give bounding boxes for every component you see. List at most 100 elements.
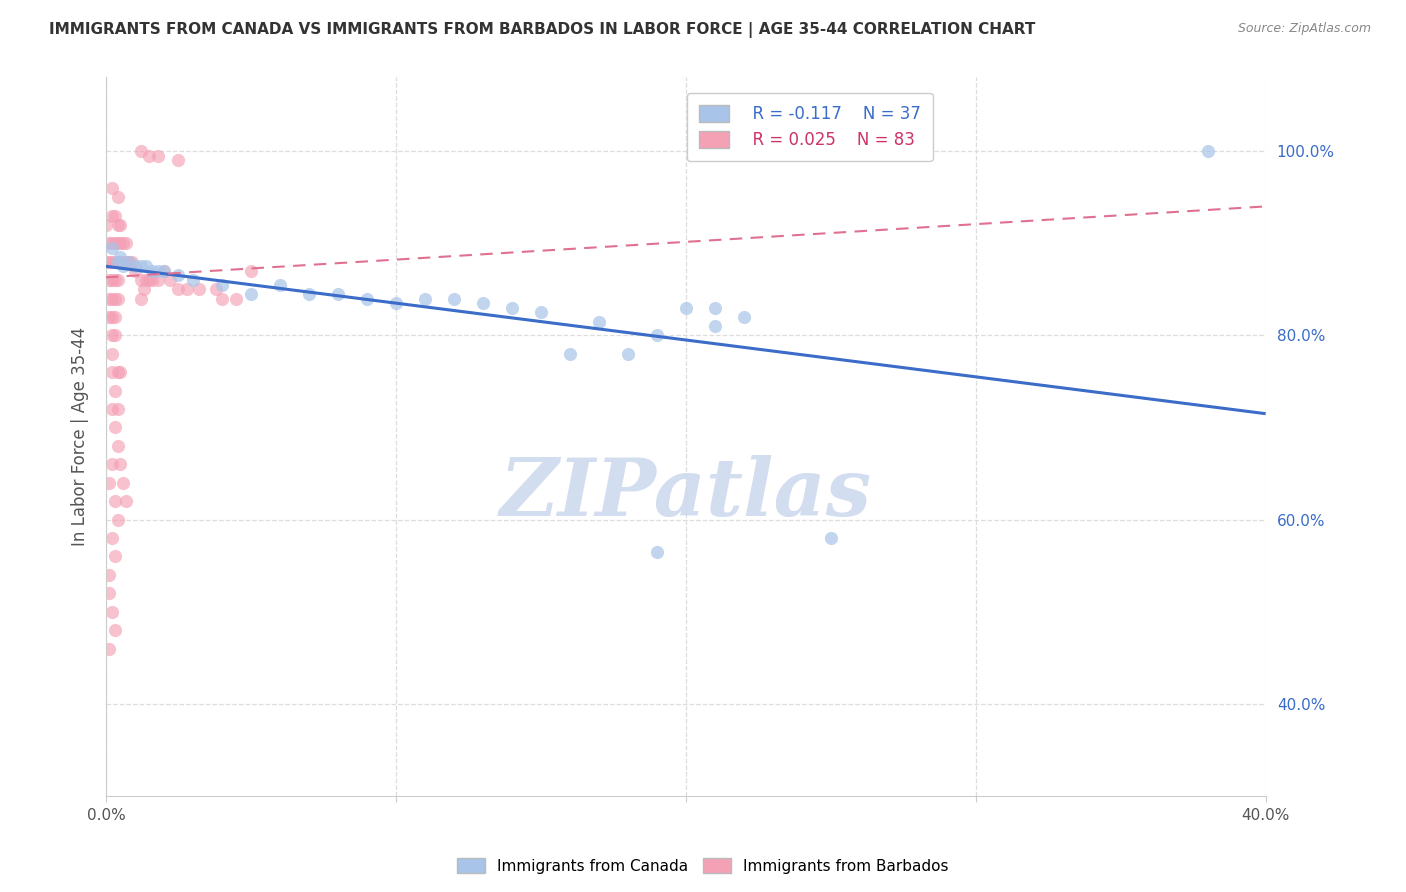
Point [138,149,160,163]
Point [104,328,127,343]
Text: ZIPatlas: ZIPatlas [499,456,872,533]
Text: IMMIGRANTS FROM CANADA VS IMMIGRANTS FROM BARBADOS IN LABOR FORCE | AGE 35-44 CO: IMMIGRANTS FROM CANADA VS IMMIGRANTS FRO… [49,22,1036,38]
Point [104,292,127,306]
Point [107,254,129,268]
Y-axis label: In Labor Force | Age 35-44: In Labor Force | Age 35-44 [72,327,89,546]
Point [100,605,122,619]
Point [1197,144,1219,158]
Point [115,494,138,508]
Point [107,439,129,453]
Point [211,292,233,306]
Point [110,254,132,268]
Point [146,273,169,287]
Point [104,384,127,398]
Point [100,209,122,223]
Point [118,254,141,268]
Text: Source: ZipAtlas.com: Source: ZipAtlas.com [1237,22,1371,36]
Point [100,365,122,379]
Point [107,218,129,232]
Point [110,218,132,232]
Point [100,310,122,324]
Point [110,250,132,264]
Point [135,260,157,274]
Point [471,296,494,310]
Point [501,301,523,315]
Point [107,190,129,204]
Point [104,254,127,268]
Point [97,586,120,600]
Point [94,254,117,268]
Point [167,268,190,283]
Point [97,273,120,287]
Point [132,282,155,296]
Point [443,292,465,306]
Point [176,282,198,296]
Point [129,292,152,306]
Point [107,292,129,306]
Point [187,282,209,296]
Point [530,305,553,319]
Point [239,264,262,278]
Point [97,310,120,324]
Point [146,264,169,278]
Point [100,236,122,251]
Point [100,531,122,545]
Point [181,273,204,287]
Point [141,264,163,278]
Point [239,287,262,301]
Point [104,209,127,223]
Point [121,254,143,268]
Point [138,273,160,287]
Point [110,458,132,472]
Point [104,236,127,251]
Point [617,347,640,361]
Point [115,236,138,251]
Point [129,144,152,158]
Point [124,264,146,278]
Point [104,273,127,287]
Point [97,475,120,490]
Point [100,347,122,361]
Point [112,254,135,268]
Point [167,282,190,296]
Point [167,153,190,168]
Point [135,273,157,287]
Point [129,260,152,274]
Point [211,277,233,292]
Legend: Immigrants from Canada, Immigrants from Barbados: Immigrants from Canada, Immigrants from … [451,852,955,880]
Point [703,301,725,315]
Point [129,273,152,287]
Point [645,328,668,343]
Point [104,623,127,637]
Point [97,567,120,582]
Point [115,254,138,268]
Point [153,264,176,278]
Point [703,319,725,334]
Point [104,420,127,434]
Point [588,314,610,328]
Point [385,296,408,310]
Point [100,273,122,287]
Point [97,641,120,656]
Point [94,218,117,232]
Point [110,365,132,379]
Point [97,236,120,251]
Point [298,287,321,301]
Point [107,236,129,251]
Point [107,513,129,527]
Point [104,549,127,564]
Point [146,149,169,163]
Point [107,365,129,379]
Point [100,402,122,417]
Point [100,328,122,343]
Point [112,236,135,251]
Legend:   R = -0.117    N = 37,   R = 0.025    N = 83: R = -0.117 N = 37, R = 0.025 N = 83 [688,93,932,161]
Point [225,292,247,306]
Point [356,292,378,306]
Point [104,310,127,324]
Point [141,273,163,287]
Point [413,292,436,306]
Point [97,292,120,306]
Point [159,273,181,287]
Point [100,292,122,306]
